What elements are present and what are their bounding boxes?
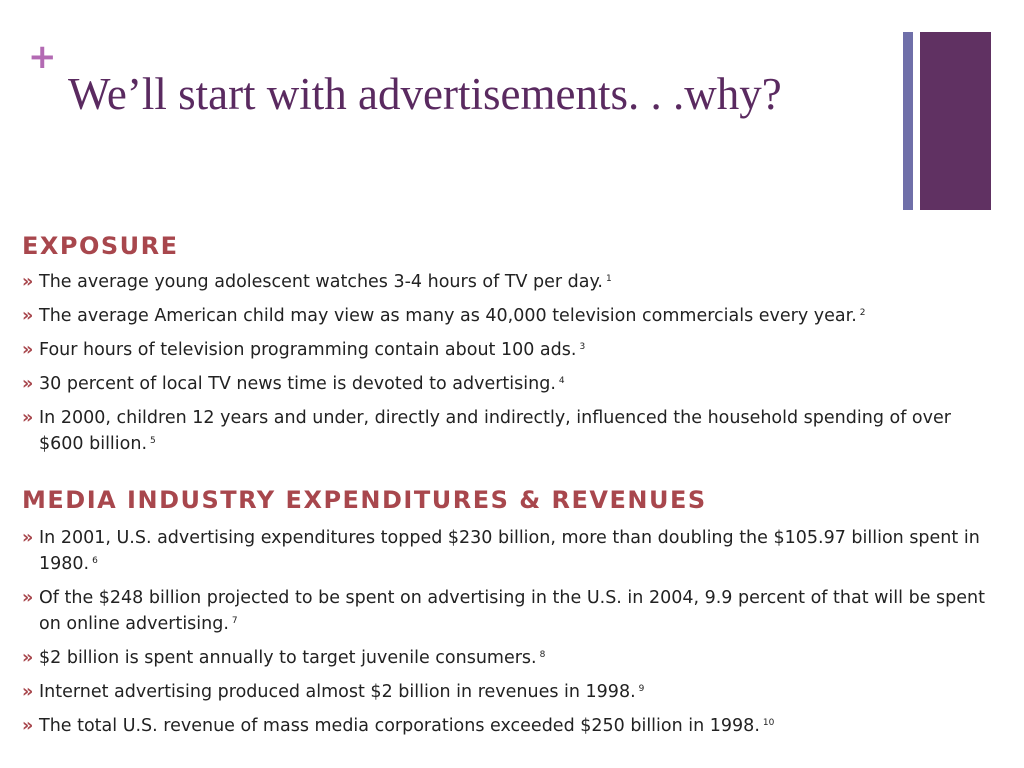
list-item: » Internet advertising produced almost $2… bbox=[22, 679, 992, 705]
list-item-text: The total U.S. revenue of mass media cor… bbox=[39, 716, 760, 736]
bullet-icon: » bbox=[22, 682, 34, 702]
exposure-list: » The average young adolescent watches 3-… bbox=[22, 269, 992, 457]
footnote-ref: 6 bbox=[92, 556, 98, 566]
plus-icon: + bbox=[28, 37, 57, 77]
footnote-ref: 9 bbox=[638, 684, 645, 694]
media-list: » In 2001, U.S. advertising expenditures … bbox=[22, 525, 992, 739]
footnote-ref: 10 bbox=[762, 718, 775, 728]
list-item-text: The average young adolescent watches 3-4… bbox=[39, 272, 603, 292]
decorative-bar-thick bbox=[920, 32, 991, 210]
list-item-text: The average American child may view as m… bbox=[39, 306, 857, 326]
bullet-icon: » bbox=[22, 272, 34, 292]
exposure-heading: EXPOSURE bbox=[22, 232, 179, 260]
media-section: MEDIA INDUSTRY EXPENDITURES & REVENUES »… bbox=[22, 486, 992, 747]
list-item-text: Of the $248 billion projected to be spen… bbox=[39, 588, 985, 634]
footnote-ref: 2 bbox=[859, 308, 866, 318]
media-heading: MEDIA INDUSTRY EXPENDITURES & REVENUES bbox=[22, 486, 707, 514]
footnote-ref: 1 bbox=[605, 274, 612, 284]
list-item: » The total U.S. revenue of mass media co… bbox=[22, 713, 992, 739]
footnote-ref: 5 bbox=[150, 436, 156, 446]
footnote-ref: 4 bbox=[558, 376, 565, 386]
bullet-icon: » bbox=[22, 528, 34, 548]
list-item-text: $2 billion is spent annually to target j… bbox=[39, 648, 537, 668]
bullet-icon: » bbox=[22, 588, 34, 608]
bullet-icon: » bbox=[22, 374, 34, 394]
list-item: » In 2000, children 12 years and under, d… bbox=[22, 405, 992, 457]
list-item: » Four hours of television programming co… bbox=[22, 337, 992, 363]
list-item-text: In 2001, U.S. advertising expenditures t… bbox=[39, 528, 980, 574]
exposure-section: EXPOSURE » The average young adolescent w… bbox=[22, 232, 992, 465]
list-item: » Of the $248 billion projected to be spe… bbox=[22, 585, 992, 637]
list-item-text: Internet advertising produced almost $2 … bbox=[39, 682, 636, 702]
decorative-bar-thin bbox=[903, 32, 913, 210]
list-item-text: Four hours of television programming con… bbox=[39, 340, 577, 360]
bullet-icon: » bbox=[22, 306, 34, 326]
list-item: » 30 percent of local TV news time is dev… bbox=[22, 371, 992, 397]
list-item: » The average American child may view as … bbox=[22, 303, 992, 329]
bullet-icon: » bbox=[22, 716, 34, 736]
list-item: » The average young adolescent watches 3-… bbox=[22, 269, 992, 295]
bullet-icon: » bbox=[22, 408, 34, 428]
list-item-text: 30 percent of local TV news time is devo… bbox=[39, 374, 556, 394]
bullet-icon: » bbox=[22, 648, 34, 668]
footnote-ref: 3 bbox=[579, 342, 586, 352]
list-item: » $2 billion is spent annually to target … bbox=[22, 645, 992, 671]
footnote-ref: 8 bbox=[539, 650, 546, 660]
bullet-icon: » bbox=[22, 340, 34, 360]
list-item-text: In 2000, children 12 years and under, di… bbox=[39, 408, 951, 454]
footnote-ref: 7 bbox=[231, 616, 238, 626]
slide-title: We’ll start with advertisements. . .why? bbox=[68, 69, 782, 119]
list-item: » In 2001, U.S. advertising expenditures … bbox=[22, 525, 992, 577]
